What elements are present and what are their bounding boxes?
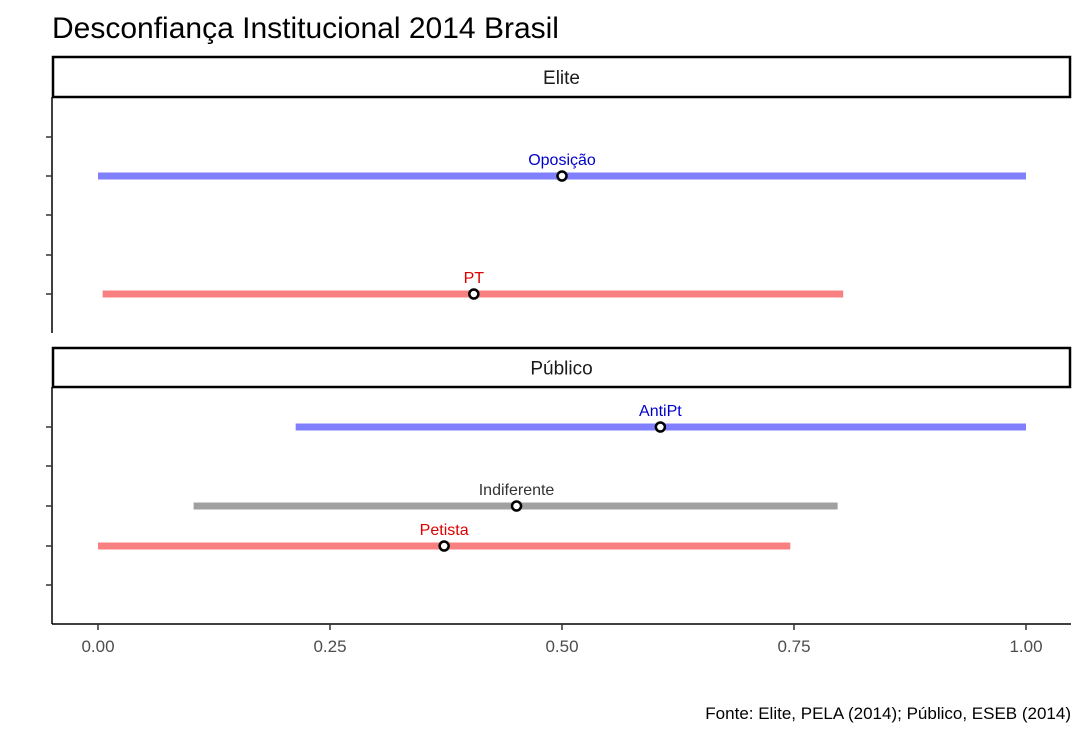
point-marker bbox=[654, 421, 667, 433]
point-label: Petista bbox=[420, 522, 469, 539]
point-label: Oposição bbox=[528, 152, 596, 169]
chart-title: Desconfiança Institucional 2014 Brasil bbox=[52, 12, 559, 45]
point-marker bbox=[438, 540, 450, 552]
x-tick-label: 0.75 bbox=[777, 637, 810, 656]
x-tick-label: 0.50 bbox=[545, 637, 578, 656]
point-label: PT bbox=[464, 270, 485, 287]
strip-label: Público bbox=[530, 359, 592, 380]
strip-label: Elite bbox=[543, 68, 580, 89]
point-label: AntiPt bbox=[639, 403, 682, 420]
point-marker bbox=[510, 500, 523, 512]
panels: EliteOposiçãoPTPúblicoAntiPtIndiferenteP… bbox=[46, 55, 1072, 624]
x-tick-label: 0.00 bbox=[81, 637, 114, 656]
point-marker bbox=[556, 170, 568, 182]
panel-elite: Elite Oposição PT bbox=[46, 55, 1072, 333]
strip-box bbox=[51, 55, 1072, 99]
point-label: Indiferente bbox=[479, 482, 555, 499]
panel-público: Público AntiPt Indiferente Petista bbox=[46, 346, 1072, 624]
point-marker bbox=[468, 288, 480, 300]
chart-caption: Fonte: Elite, PELA (2014); Público, ESEB… bbox=[705, 704, 1071, 723]
strip-box bbox=[51, 346, 1072, 389]
x-axis: 0.00 0.25 0.50 0.75 1.00 bbox=[52, 623, 1071, 656]
x-tick-label: 0.25 bbox=[313, 637, 346, 656]
x-tick-label: 1.00 bbox=[1009, 637, 1042, 656]
